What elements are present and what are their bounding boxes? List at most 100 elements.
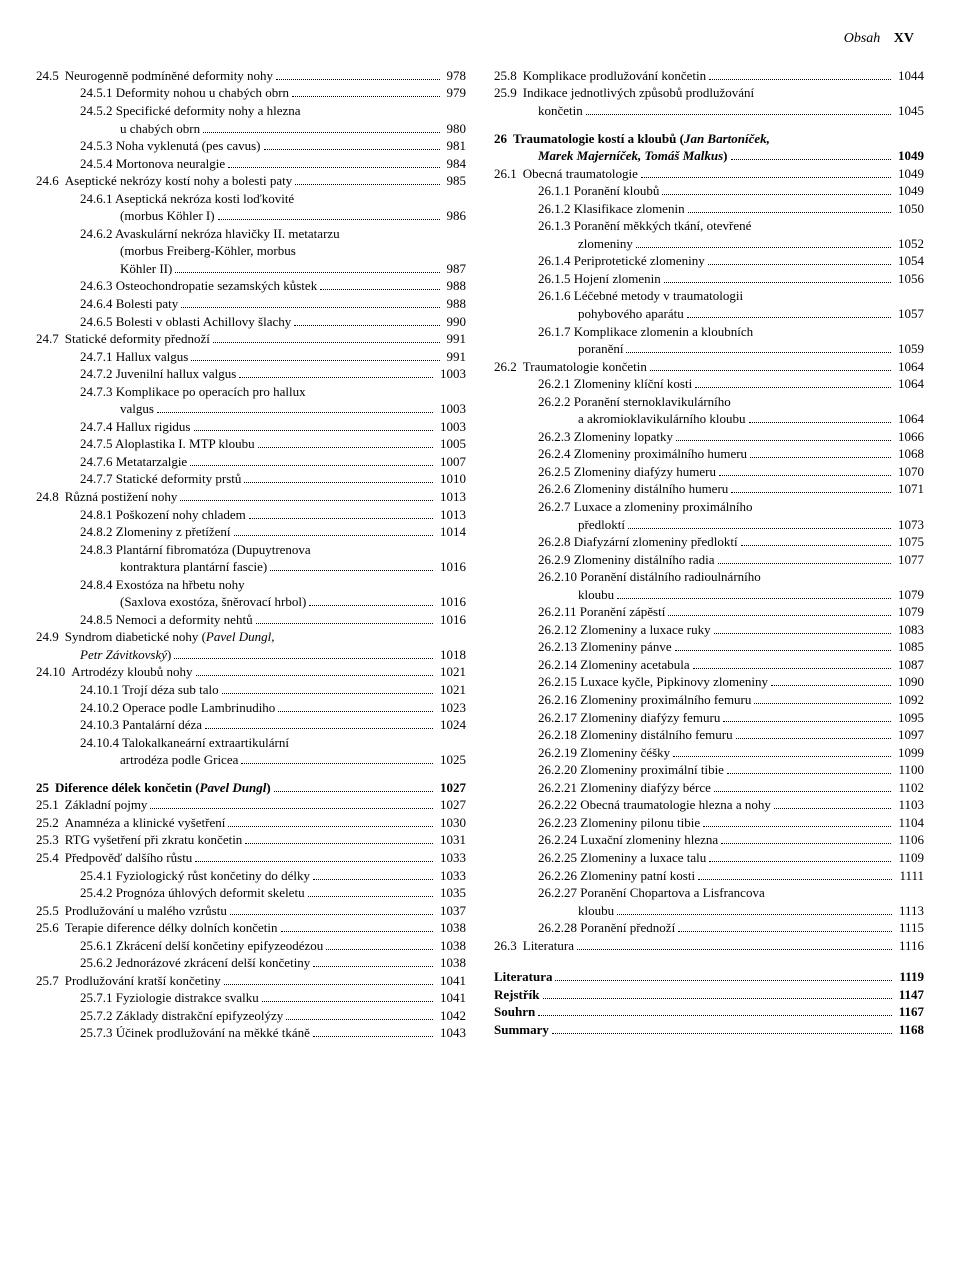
toc-entry: 25.2Anamnéza a klinické vyšetření1030 — [36, 814, 466, 832]
toc-entry: 24.8.5 Nemoci a deformity nehtů1016 — [36, 611, 466, 629]
toc-entry: (Saxlova exostóza, šněrovací hrbol)1016 — [36, 593, 466, 611]
toc-entry-title: 26.2.13 Zlomeniny pánve — [538, 638, 672, 656]
toc-entry-title: 24.5.4 Mortonova neuralgie — [80, 155, 225, 173]
toc-entry: 26.2.8 Diafyzární zlomeniny předloktí107… — [494, 533, 924, 551]
toc-entry-page: 988 — [443, 295, 467, 313]
toc-entry-page: 1035 — [436, 884, 466, 902]
toc-leader-dots — [693, 658, 891, 669]
toc-entry-page: 1030 — [436, 814, 466, 832]
toc-entry-title: 25.7.2 Základy distrakční epifyzeolýzy — [80, 1007, 283, 1025]
toc-entry-page: 1041 — [436, 989, 466, 1007]
toc-entry-title: 26.2.9 Zlomeniny distálního radia — [538, 551, 715, 569]
toc-entry-title: 24.8.4 Exostóza na hřbetu nohy — [80, 576, 245, 594]
toc-entry-page: 1016 — [436, 593, 466, 611]
toc-entry-page: 1043 — [436, 1024, 466, 1042]
toc-entry-title: 24.10.3 Pantalární déza — [80, 716, 202, 734]
toc-leader-dots — [191, 350, 439, 361]
toc-entry-title: Diference délek končetin (Pavel Dungl) — [55, 779, 271, 797]
toc-entry-page: 1045 — [894, 102, 924, 120]
toc-entry-title: 26.2.11 Poranění zápěstí — [538, 603, 665, 621]
toc-entry: 26.1.5 Hojení zlomenin1056 — [494, 270, 924, 288]
toc-entry: 24.7.3 Komplikace po operacích pro hallu… — [36, 383, 466, 401]
toc-entry: 24.10Artrodézy kloubů nohy1021 — [36, 663, 466, 681]
toc-entry: 25.4.2 Prognóza úhlových deformit skelet… — [36, 884, 466, 902]
toc-entry-number: 26.2 — [494, 358, 523, 376]
toc-entry-page: 1038 — [436, 919, 466, 937]
toc-entry: 26.2.15 Luxace kyčle, Pipkinovy zlomenin… — [494, 673, 924, 691]
toc-entry-title: Traumatologie končetin — [523, 358, 647, 376]
toc-entry-title: 26.2.12 Zlomeniny a luxace ruky — [538, 621, 711, 639]
toc-entry: předloktí1073 — [494, 516, 924, 534]
toc-entry-title: 24.7.1 Hallux valgus — [80, 348, 188, 366]
toc-leader-dots — [276, 69, 439, 80]
toc-entry-page: 1005 — [436, 435, 466, 453]
toc-entry: 25.8Komplikace prodlužování končetin1044 — [494, 67, 924, 85]
toc-leader-dots — [543, 988, 892, 999]
toc-entry-title: 26.2.21 Zlomeniny diafýzy bérce — [538, 779, 711, 797]
toc-entry-number: 25.1 — [36, 796, 65, 814]
toc-leader-dots — [245, 834, 433, 845]
toc-entry-page: 1070 — [894, 463, 924, 481]
toc-entry-number: 25.8 — [494, 67, 523, 85]
toc-leader-dots — [264, 139, 440, 150]
toc-leader-dots — [256, 613, 433, 624]
toc-entry-page: 1033 — [436, 849, 466, 867]
toc-leader-dots — [718, 553, 891, 564]
toc-entry-page: 1109 — [894, 849, 924, 867]
toc-leader-dots — [617, 588, 891, 599]
toc-leader-dots — [241, 753, 433, 764]
toc-entry-title: Anamnéza a klinické vyšetření — [65, 814, 226, 832]
toc-leader-dots — [650, 360, 891, 371]
toc-entry: 24.8.2 Zlomeniny z přetížení1014 — [36, 523, 466, 541]
toc-entry-page: 1023 — [436, 699, 466, 717]
toc-entry-page: 1106 — [894, 831, 924, 849]
toc-entry: 26.1.3 Poranění měkkých tkání, otevřené — [494, 217, 924, 235]
toc-leader-dots — [749, 413, 891, 424]
toc-entry: 26.2.13 Zlomeniny pánve1085 — [494, 638, 924, 656]
toc-entry-title: 24.6.1 Aseptická nekróza kosti loďkovité — [80, 190, 294, 208]
toc-entry-page: 1038 — [436, 937, 466, 955]
toc-entry-title: zlomeniny — [578, 235, 633, 253]
toc-entry-title: 24.8.5 Nemoci a deformity nehtů — [80, 611, 253, 629]
toc-entry-page: 1016 — [436, 558, 466, 576]
toc-entry-number: 24.9 — [36, 628, 65, 646]
toc-leader-dots — [586, 104, 891, 115]
toc-leader-dots — [727, 763, 892, 774]
toc-entry: 26.1.2 Klasifikace zlomenin1050 — [494, 200, 924, 218]
toc-entry-title: 26.1.5 Hojení zlomenin — [538, 270, 661, 288]
toc-entry: 24.8.3 Plantární fibromatóza (Dupuytreno… — [36, 541, 466, 559]
toc-entry-title: Statické deformity přednoží — [65, 330, 210, 348]
toc-entry-page: 1013 — [436, 506, 466, 524]
toc-entry: 25.7Prodlužování kratší končetiny1041 — [36, 972, 466, 990]
toc-entry-title: 24.6.2 Avaskulární nekróza hlavičky II. … — [80, 225, 340, 243]
toc-entry: 24.9Syndrom diabetické nohy (Pavel Dungl… — [36, 628, 466, 646]
toc-leader-dots — [675, 641, 891, 652]
toc-entry-page: 1064 — [894, 375, 924, 393]
toc-entry: 24.7Statické deformity přednoží991 — [36, 330, 466, 348]
toc-entry-title: 26.2.15 Luxace kyčle, Pipkinovy zlomenin… — [538, 673, 768, 691]
toc-entry: 26.1.4 Periprotetické zlomeniny1054 — [494, 252, 924, 270]
toc-entry-page: 991 — [443, 348, 467, 366]
toc-entry-number: 25.7 — [36, 972, 65, 990]
toc-entry-title: Různá postižení nohy — [65, 488, 178, 506]
toc-entry-number: 25.3 — [36, 831, 65, 849]
toc-leader-dots — [292, 87, 439, 98]
toc-entry: 24.7.5 Aloplastika I. MTP kloubu1005 — [36, 435, 466, 453]
toc-leader-dots — [281, 921, 433, 932]
toc-entry-page: 1041 — [436, 972, 466, 990]
toc-entry-title: 26.2.23 Zlomeniny pilonu tibie — [538, 814, 700, 832]
toc-entry: 24.6.1 Aseptická nekróza kosti loďkovité — [36, 190, 466, 208]
toc-entry: 24.10.4 Talokalkaneární extraartikulární — [36, 734, 466, 752]
toc-leader-dots — [228, 157, 439, 168]
toc-entry-title: 26.2.17 Zlomeniny diafýzy femuru — [538, 709, 720, 727]
toc-leader-dots — [577, 939, 892, 950]
toc-entry: 26.2.26 Zlomeniny patní kosti1111 — [494, 867, 924, 885]
toc-entry-title: Předpověď dalšího růstu — [65, 849, 193, 867]
toc-leader-dots — [286, 1009, 433, 1020]
toc-entry: 24.10.3 Pantalární déza1024 — [36, 716, 466, 734]
toc-entry: 26.2.18 Zlomeniny distálního femuru1097 — [494, 726, 924, 744]
toc-entry-title: 26.1.1 Poranění kloubů — [538, 182, 659, 200]
toc-entry-page: 1003 — [436, 365, 466, 383]
toc-entry-page: 1103 — [894, 796, 924, 814]
toc-entry-number: 25.4 — [36, 849, 65, 867]
